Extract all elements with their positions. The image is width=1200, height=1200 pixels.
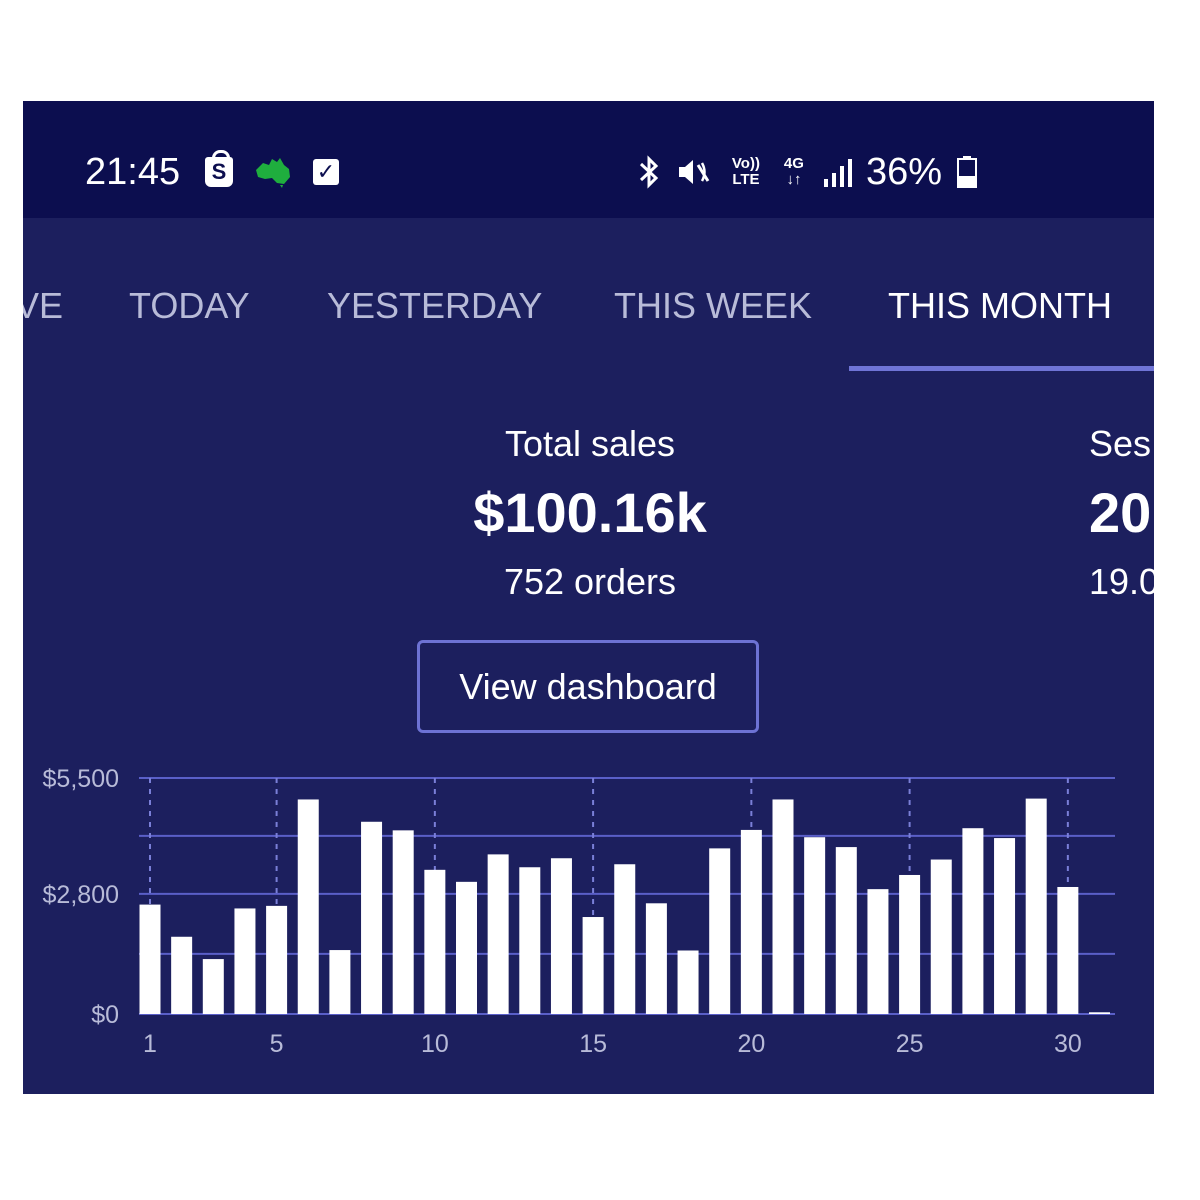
volte-icon: Vo)) LTE: [731, 155, 760, 188]
4g-icon: 4G ↓↑: [780, 156, 808, 188]
view-dashboard-button[interactable]: View dashboard: [417, 640, 759, 733]
tab-today[interactable]: TODAY: [129, 285, 250, 326]
network-label: 4G: [783, 155, 804, 172]
battery-icon: [957, 156, 977, 188]
chart-bar: [202, 959, 224, 1014]
chart-bar: [424, 869, 446, 1014]
status-right-icons: Vo)) LTE 4G ↓↑ 36%: [636, 151, 978, 193]
chart-x-tick-label: 15: [579, 1030, 607, 1058]
chart-x-tick-label: 25: [896, 1030, 924, 1058]
sessions-value: 20: [1089, 481, 1152, 544]
chart-bar: [297, 799, 319, 1014]
chart-bar: [772, 799, 794, 1014]
sessions-label: Ses: [1089, 423, 1152, 464]
chart-y-tick-label: $0: [91, 1001, 119, 1029]
signal-icon: [823, 159, 852, 187]
phone-screen: 21:45 S ✓ Vo)) LTE 4G ↓↑: [23, 101, 1154, 1094]
chart-y-tick-label: $2,800: [43, 881, 119, 909]
chart-bar: [582, 917, 604, 1014]
total-sales-value: $100.16k: [473, 481, 707, 544]
active-tab-indicator: [849, 366, 1154, 371]
orders-count: 752 orders: [503, 561, 677, 602]
chart-x-tick-label: 10: [421, 1030, 449, 1058]
chart-x-tick-label: 20: [737, 1030, 765, 1058]
checkbox-icon: ✓: [313, 159, 339, 185]
sessions-sub: 19.0: [1089, 561, 1154, 602]
sales-bar-chart: $5,500$2,800$01 5 10 15 20 25 30: [43, 765, 1115, 1058]
chart-bar: [614, 864, 636, 1014]
chart-y-tick-label: $5,500: [43, 765, 119, 793]
chart-bar: [994, 838, 1016, 1014]
shopify-bag-icon: S: [205, 150, 233, 187]
chart-bar: [1025, 798, 1047, 1014]
chart-bar: [740, 829, 762, 1014]
total-sales-label: Total sales: [504, 423, 676, 464]
chart-bar: [519, 867, 541, 1014]
chart-bar: [139, 904, 161, 1014]
bluetooth-icon: [639, 155, 659, 189]
status-left-icons: S ✓: [205, 150, 339, 193]
chart-x-tick-label: 5: [270, 1030, 284, 1058]
chart-bar: [234, 908, 256, 1014]
battery-percent: 36%: [865, 151, 942, 193]
tab-previous[interactable]: VE: [23, 285, 64, 326]
status-bar: 21:45 S ✓ Vo)) LTE 4G ↓↑: [23, 101, 1154, 218]
chart-bar: [677, 950, 699, 1014]
status-time: 21:45: [85, 151, 181, 193]
chart-bar: [645, 903, 667, 1014]
chart-bar: [804, 837, 826, 1014]
chart-bar: [487, 854, 509, 1014]
chart-bar: [171, 936, 193, 1014]
tab-yesterday[interactable]: YESTERDAY: [327, 285, 543, 326]
chart-bar: [361, 821, 383, 1014]
chart-bar: [899, 874, 921, 1014]
vibrate-icon: [678, 160, 710, 184]
australia-map-icon: [256, 158, 290, 188]
chart-bar: [930, 859, 952, 1014]
chart-bar: [329, 950, 351, 1014]
chart-bar: [867, 889, 889, 1014]
chart-x-tick-label: 30: [1054, 1030, 1082, 1058]
chart-x-tick-label: 1: [143, 1030, 157, 1058]
chart-bar: [392, 830, 414, 1014]
tab-this-week[interactable]: THIS WEEK: [614, 285, 813, 326]
chart-bar: [266, 905, 288, 1014]
shopify-glyph: S: [211, 159, 227, 184]
chart-bar: [835, 847, 857, 1014]
chart-bar: [456, 881, 477, 1014]
chart-bar: [550, 858, 572, 1014]
chart-bar: [1089, 1012, 1110, 1014]
chart-bar: [1057, 886, 1079, 1014]
tab-this-month[interactable]: THIS MONTH: [888, 285, 1112, 326]
chart-bar: [709, 848, 731, 1014]
chart-bar: [962, 828, 984, 1014]
period-tabs: VE TODAY YESTERDAY THIS WEEK THIS MONTH: [23, 218, 1154, 373]
